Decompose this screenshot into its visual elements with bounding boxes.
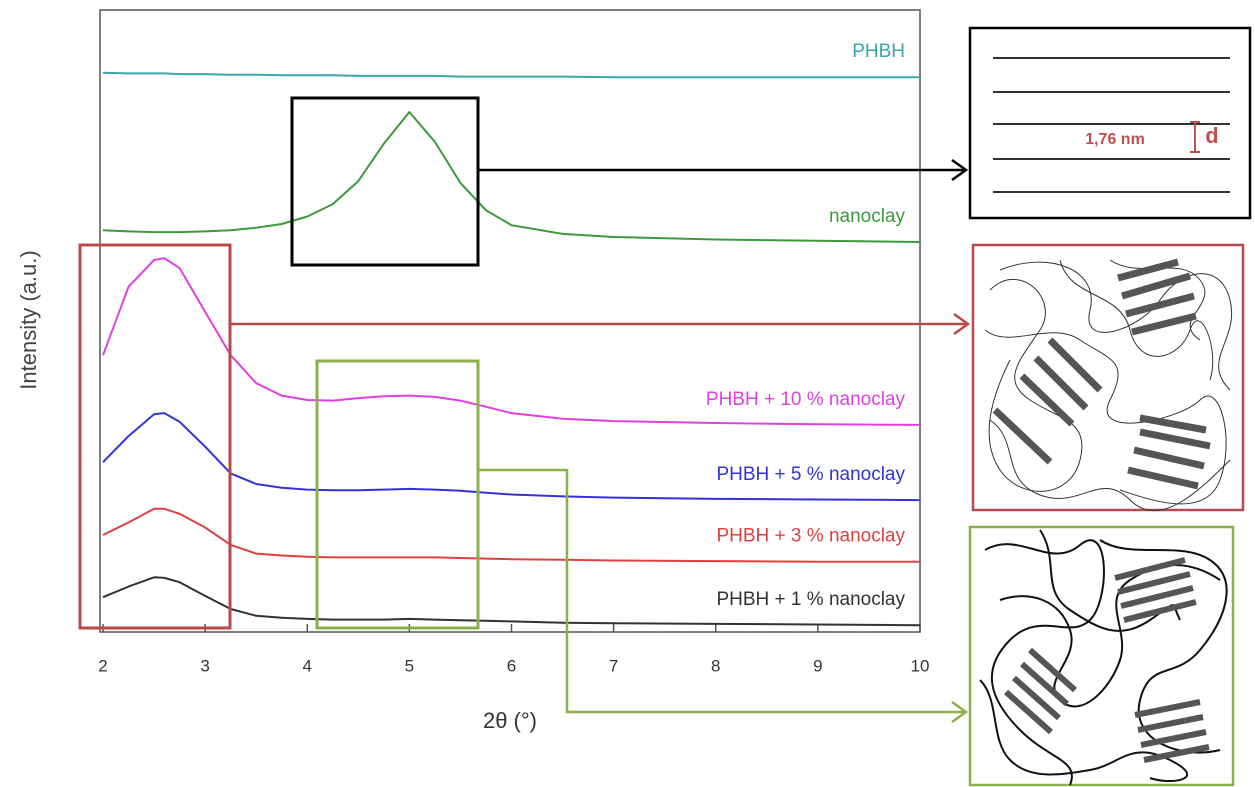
panel-exfoliated — [968, 525, 1235, 787]
label-bg — [1062, 126, 1172, 152]
series-label: PHBH — [852, 41, 905, 62]
x-tick-label: 5 — [405, 656, 414, 675]
series-label: PHBH + 3 % nanoclay — [716, 526, 905, 547]
x-tick-label: 7 — [609, 656, 618, 675]
spacing-symbol: d — [1205, 123, 1218, 148]
plot-frame — [99, 9, 921, 633]
series-line — [102, 507, 920, 563]
box-red — [78, 243, 232, 630]
box-green — [315, 359, 480, 630]
x-tick-label: 8 — [711, 656, 720, 675]
panel-intercalated — [971, 243, 1245, 512]
series-line — [102, 257, 921, 426]
x-tick-label: 4 — [303, 656, 312, 675]
clay-layers — [993, 57, 1230, 193]
panel-frame — [968, 525, 1235, 787]
series-line — [102, 576, 921, 627]
polymer-chains — [984, 259, 1233, 512]
series-line — [102, 412, 921, 502]
x-tick-label: 9 — [813, 656, 822, 675]
series-label: PHBH + 1 % nanoclay — [716, 589, 905, 610]
spacing-marker — [1190, 121, 1200, 153]
y-axis-label: Intensity (a.u.) — [16, 250, 41, 389]
series-line — [102, 71, 920, 79]
series-line — [102, 111, 921, 243]
series-label: PHBH + 5 % nanoclay — [716, 464, 905, 485]
clay-platelets — [992, 258, 1211, 490]
spacing-label: 1,76 nm — [1085, 131, 1145, 148]
arrow-red — [230, 312, 971, 336]
highlight-boxes — [78, 96, 971, 724]
x-tick-label: 3 — [200, 656, 209, 675]
arrow-black — [478, 158, 969, 182]
arrow-green — [478, 468, 969, 724]
clay-platelets — [1004, 557, 1210, 763]
series-label: PHBH + 10 % nanoclay — [706, 389, 906, 410]
x-tick-label: 6 — [507, 656, 516, 675]
x-tick-label: 10 — [911, 656, 930, 675]
x-tick-label: 2 — [98, 656, 107, 675]
x-axis-label: 2θ (°) — [483, 708, 537, 733]
panel-layered: 1,76 nm d — [968, 26, 1252, 220]
box-black — [290, 96, 480, 267]
series-label: nanoclay — [829, 206, 906, 227]
